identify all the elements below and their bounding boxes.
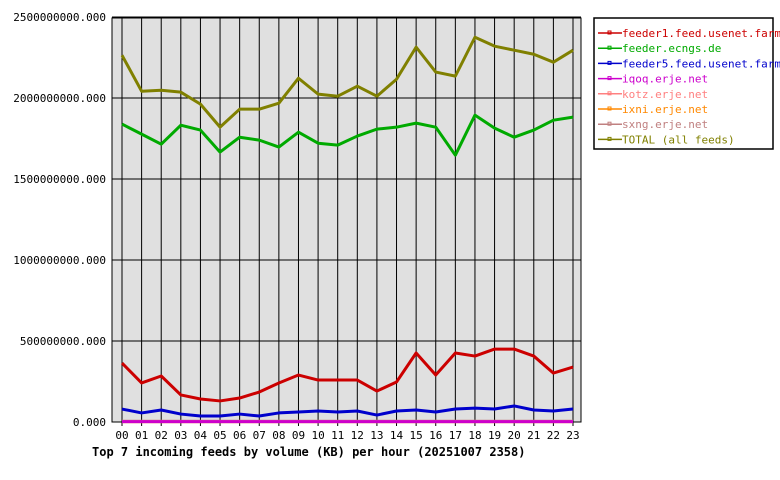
- legend-label: feeder.ecngs.de: [622, 42, 721, 55]
- legend-item: iqoq.erje.net: [598, 73, 708, 86]
- x-tick-label: 23: [566, 429, 579, 442]
- chart-title: Top 7 incoming feeds by volume (KB) per …: [92, 445, 525, 459]
- x-tick-label: 07: [253, 429, 266, 442]
- y-tick-label: 500000000.000: [20, 335, 106, 348]
- x-tick-label: 05: [213, 429, 226, 442]
- x-tick-label: 12: [351, 429, 364, 442]
- x-tick-label: 06: [233, 429, 246, 442]
- legend-label: feeder1.feed.usenet.farm: [622, 27, 780, 40]
- plot-background: [111, 17, 582, 423]
- y-tick-label: 0.000: [73, 416, 106, 429]
- x-tick-label: 19: [488, 429, 501, 442]
- x-tick-label: 20: [508, 429, 521, 442]
- x-tick-label: 09: [292, 429, 305, 442]
- legend-marker-icon: [607, 30, 612, 35]
- x-tick-label: 00: [115, 429, 128, 442]
- x-tick-label: 18: [468, 429, 481, 442]
- legend-box: [593, 17, 774, 150]
- legend-label: iqoq.erje.net: [622, 73, 708, 86]
- legend-item: TOTAL (all feeds): [598, 133, 735, 146]
- legend-item: kotz.erje.net: [598, 88, 708, 101]
- x-tick-label: 10: [311, 429, 324, 442]
- x-tick-label: 17: [449, 429, 462, 442]
- x-tick-label: 21: [527, 429, 540, 442]
- legend-marker-icon: [607, 76, 612, 81]
- legend-label: feeder5.feed.usenet.farm: [622, 57, 780, 70]
- series-line-total-all-feeds-: [120, 35, 574, 129]
- legend-item: feeder.ecngs.de: [598, 42, 721, 55]
- y-tick-label: 1000000000.000: [13, 254, 106, 267]
- x-tick-label: 15: [410, 429, 423, 442]
- legend-label: TOTAL (all feeds): [622, 133, 735, 146]
- legend-marker-icon: [607, 60, 612, 65]
- x-axis: 00 01 02 03 04 05 06 07 08 09 10 11 12 13 14 15 16 17 18 19…: [115, 429, 579, 442]
- grid: [112, 16, 581, 426]
- x-tick-label: 03: [174, 429, 187, 442]
- series-line-feeder5-feed-usenet-farm: [121, 404, 574, 418]
- y-tick-label: 1500000000.000: [13, 173, 106, 186]
- legend-marker-icon: [607, 45, 612, 50]
- legend: feeder1.feed.usenet.farm feeder.ecngs.de f…: [593, 17, 780, 150]
- legend-marker-icon: [607, 136, 612, 141]
- y-tick-label: 2000000000.000: [13, 92, 106, 105]
- y-axis: 0.000 500000000.000 1000000000.000 15000000…: [13, 11, 106, 429]
- x-tick-label: 11: [331, 429, 344, 442]
- x-tick-label: 14: [390, 429, 404, 442]
- x-tick-label: 22: [547, 429, 560, 442]
- legend-item: feeder5.feed.usenet.farm: [598, 57, 780, 70]
- series-lines: [120, 35, 574, 424]
- y-tick-label: 2500000000.000: [13, 11, 106, 24]
- x-tick-label: 08: [272, 429, 285, 442]
- legend-marker-icon: [607, 121, 612, 126]
- x-tick-label: 13: [370, 429, 383, 442]
- legend-item: ixni.erje.net: [598, 103, 708, 116]
- x-tick-label: 04: [194, 429, 208, 442]
- series-line-feeder-ecngs-de: [121, 113, 574, 157]
- legend-label: ixni.erje.net: [622, 103, 708, 116]
- x-tick-label: 01: [135, 429, 148, 442]
- legend-item: feeder1.feed.usenet.farm: [598, 27, 780, 40]
- x-tick-label: 02: [155, 429, 168, 442]
- legend-marker-icon: [607, 91, 612, 96]
- legend-marker-icon: [607, 106, 612, 111]
- legend-label: sxng.erje.net: [622, 118, 708, 131]
- legend-item: sxng.erje.net: [598, 118, 708, 131]
- series-line-feeder1-feed-usenet-farm: [120, 347, 574, 403]
- legend-label: kotz.erje.net: [622, 88, 708, 101]
- x-tick-label: 16: [429, 429, 442, 442]
